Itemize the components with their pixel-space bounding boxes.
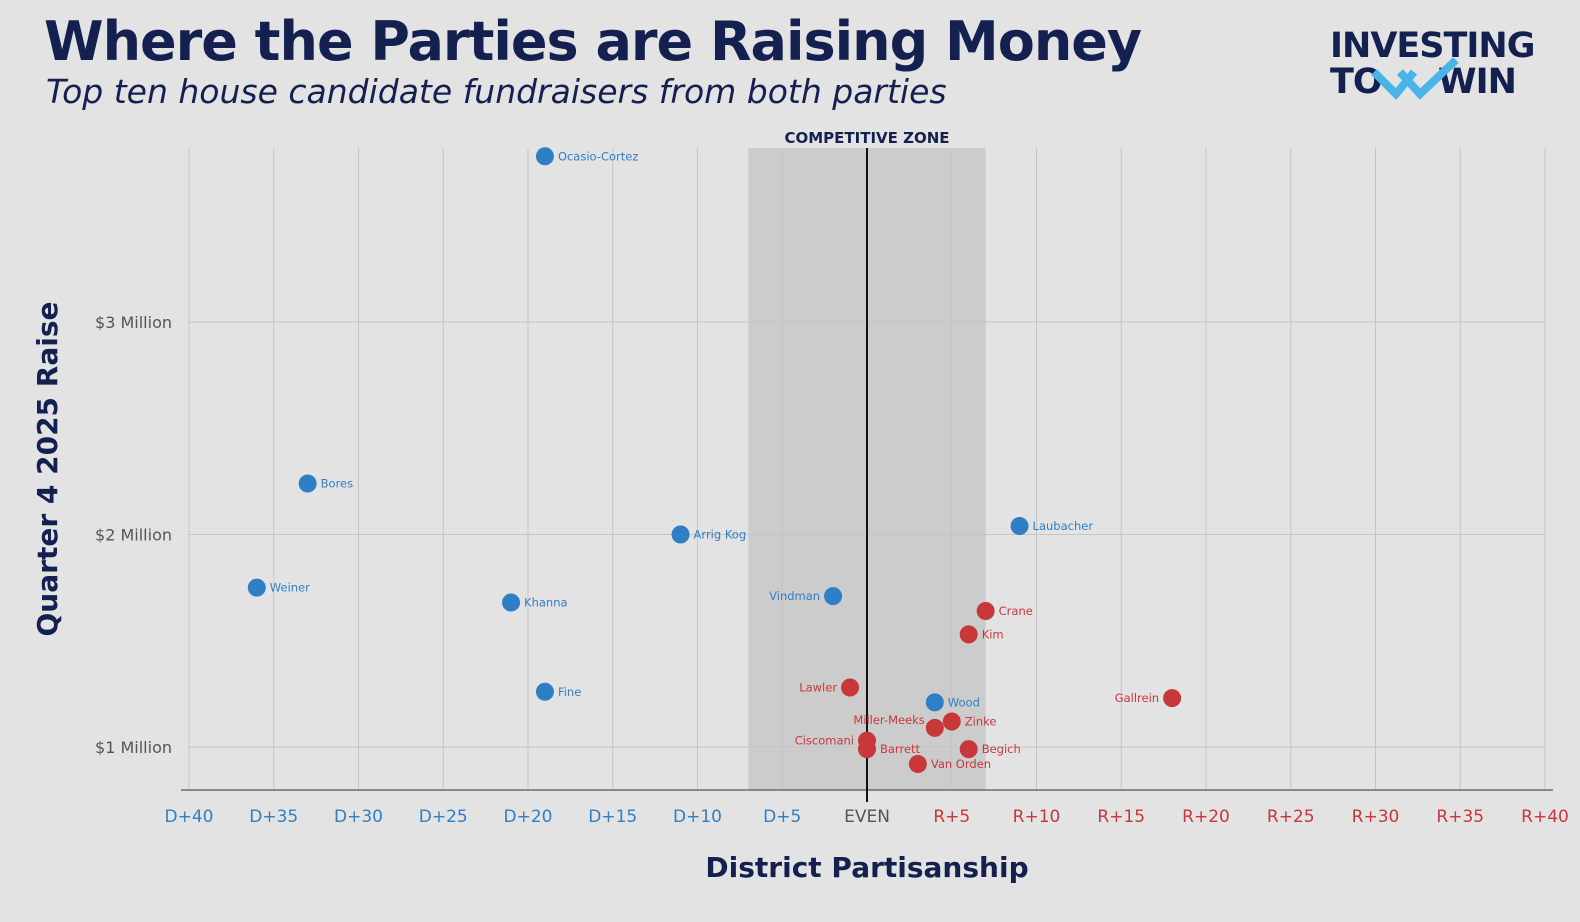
point-label: Lawler	[799, 681, 837, 695]
republican-point-miller-meeks	[925, 718, 944, 737]
x-tick-label: R+25	[1267, 807, 1315, 827]
point-label: Barrett	[880, 742, 921, 756]
x-tick-label: EVEN	[844, 807, 890, 827]
x-tick-label: D+25	[419, 807, 468, 827]
point-label: Ocasio-Cortez	[558, 149, 638, 163]
x-tick-label: R+35	[1436, 807, 1484, 827]
x-tick-label: R+10	[1013, 807, 1061, 827]
competitive-zone-label: COMPETITIVE ZONE	[784, 129, 949, 147]
point-label: Khanna	[524, 596, 568, 610]
point-label: Fine	[558, 685, 581, 699]
point-label: Miller-Meeks	[853, 713, 924, 727]
point-label: Crane	[999, 604, 1033, 618]
y-tick-label: $3 Million	[95, 313, 172, 332]
republican-point-van-orden	[908, 755, 927, 773]
x-tick-label: R+5	[933, 807, 970, 827]
y-tick-label: $2 Million	[95, 526, 172, 545]
x-axis-title: District Partisanship	[705, 851, 1028, 884]
logo-line-2-left: TO	[1330, 62, 1383, 102]
democrat-point-fine	[535, 682, 554, 701]
democrat-point-wood	[925, 693, 944, 712]
democrat-point-bores	[298, 474, 317, 493]
point-label: Begich	[982, 742, 1021, 756]
democrat-point-arrig-kog	[671, 525, 690, 544]
point-label: Zinke	[965, 715, 997, 729]
y-axis-title: Quarter 4 2025 Raise	[31, 302, 64, 637]
democrat-point-weiner	[247, 578, 266, 597]
point-label: Bores	[321, 477, 353, 491]
chart-title: Where the Parties are Raising Money	[44, 10, 1142, 73]
point-label: Ciscomani	[795, 734, 854, 748]
y-tick-label: $1 Million	[95, 738, 172, 757]
point-label: Wood	[948, 695, 980, 709]
republican-point-kim	[959, 625, 978, 644]
x-tick-label: D+30	[334, 807, 383, 827]
x-tick-label: D+20	[504, 807, 553, 827]
republican-point-barrett	[858, 740, 876, 759]
chart-subtitle: Top ten house candidate fundraisers from…	[46, 72, 947, 111]
investing-to-win-logo: INVESTING TO WIN	[1330, 28, 1540, 104]
democrat-point-khanna	[502, 593, 521, 612]
republican-point-zinke	[942, 712, 961, 731]
democrat-point-laubacher	[1010, 517, 1029, 535]
point-label: Van Orden	[931, 757, 991, 771]
x-tick-label: R+30	[1352, 807, 1400, 827]
democrat-point-vindman	[824, 587, 843, 606]
logo-line-1: INVESTING	[1330, 26, 1535, 66]
point-label: Arrig Kog	[694, 528, 747, 542]
x-tick-label: R+40	[1521, 807, 1569, 827]
x-tick-label: D+40	[165, 807, 214, 827]
republican-point-lawler	[841, 678, 860, 697]
point-label: Kim	[982, 627, 1004, 641]
x-tick-label: R+20	[1182, 807, 1230, 827]
x-tick-label: D+15	[588, 807, 637, 827]
x-tick-label: D+5	[763, 807, 801, 827]
point-label: Vindman	[769, 589, 820, 603]
point-label: Gallrein	[1115, 691, 1159, 705]
republican-point-gallrein	[1163, 689, 1182, 708]
x-tick-label: R+15	[1097, 807, 1145, 827]
republican-point-begich	[959, 740, 978, 759]
democrat-point-ocasio-cortez	[535, 147, 554, 166]
checkmark-icon	[1371, 58, 1459, 100]
x-tick-label: D+35	[249, 807, 298, 827]
point-label: Weiner	[270, 581, 310, 595]
republican-point-crane	[976, 602, 995, 620]
point-label: Laubacher	[1033, 519, 1094, 533]
x-tick-label: D+10	[673, 807, 722, 827]
